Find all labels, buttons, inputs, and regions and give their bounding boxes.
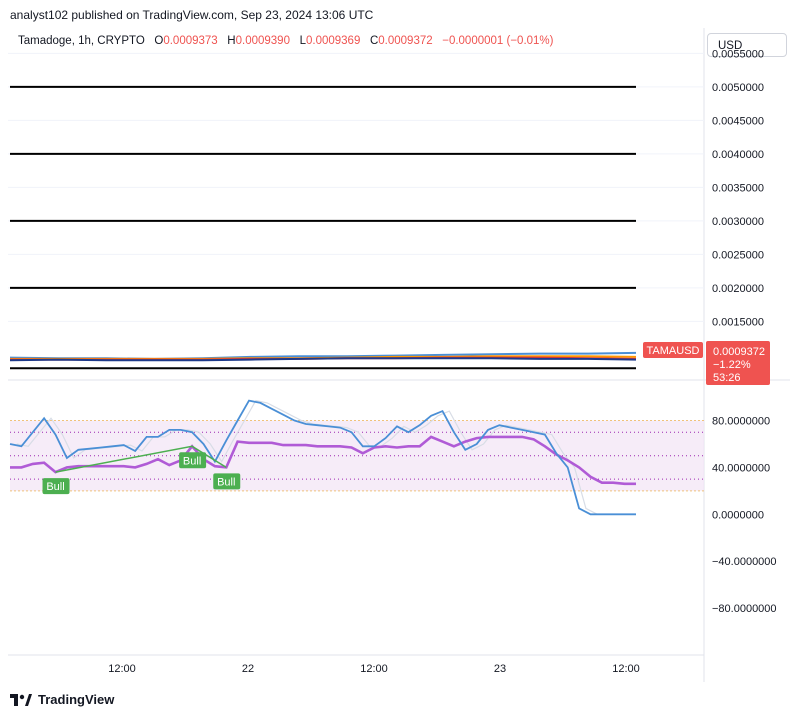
rsi-slow-line bbox=[10, 435, 636, 486]
symbol-name[interactable]: Tamadoge, 1h, CRYPTO bbox=[18, 35, 145, 47]
high-value: 0.0009390 bbox=[235, 35, 290, 47]
price-tick-label: 0.0045000 bbox=[712, 115, 764, 127]
close-value: 0.0009372 bbox=[378, 35, 433, 47]
price-axis-ticks: 0.0055000 0.0050000 0.0045000 0.0040000 0.00… bbox=[712, 48, 764, 328]
price-tag-price: 0.0009372 bbox=[713, 346, 765, 358]
open-label: O bbox=[154, 35, 164, 47]
tradingview-logo[interactable]: TradingView bbox=[10, 692, 114, 707]
rsi-tick-label: 40.0000000 bbox=[712, 462, 770, 474]
price-tick-label: 0.0025000 bbox=[712, 249, 764, 261]
open-value: 0.0009373 bbox=[163, 35, 218, 47]
currency-button[interactable]: USD bbox=[707, 33, 787, 57]
price-tag-symbol: TAMAUSD bbox=[647, 345, 700, 357]
publisher-line: analyst102 published on TradingView.com,… bbox=[10, 8, 374, 22]
low-value: 0.0009369 bbox=[305, 35, 361, 47]
time-tick-label: 12:00 bbox=[360, 663, 388, 675]
price-tick-label: 0.0035000 bbox=[712, 182, 764, 194]
price-tag: TAMAUSD 0.0009372 −1.22% 53:26 bbox=[643, 341, 770, 385]
time-tick-label: 12:00 bbox=[108, 663, 136, 675]
bull-annotations: Bull Bull Bull bbox=[42, 445, 241, 495]
rsi-tick-label: −40.0000000 bbox=[712, 556, 777, 568]
price-tick-label: 0.0050000 bbox=[712, 82, 764, 94]
low-label: L bbox=[299, 35, 306, 47]
price-tick-label: 0.0015000 bbox=[712, 316, 764, 328]
rsi-axis-ticks: 80.0000000 40.0000000 0.0000000 −40.0000000… bbox=[712, 416, 777, 616]
rsi-tick-label: −80.0000000 bbox=[712, 603, 777, 615]
time-axis-ticks: 12:00 22 12:00 23 12:00 bbox=[108, 663, 640, 675]
time-tick-label: 22 bbox=[242, 663, 254, 675]
price-tick-label: 0.0055000 bbox=[712, 48, 764, 60]
price-grid bbox=[8, 52, 704, 322]
rsi-tick-label: 0.0000000 bbox=[712, 509, 764, 521]
bull-tag-label: Bull bbox=[46, 481, 64, 493]
price-series-line bbox=[9, 357, 637, 362]
rsi-tick-label: 80.0000000 bbox=[712, 416, 770, 428]
rsi-series bbox=[9, 399, 636, 516]
price-tick-label: 0.0020000 bbox=[712, 283, 764, 295]
bull-tag bbox=[179, 452, 207, 469]
rsi-fast-line bbox=[9, 399, 636, 516]
time-tick-label: 12:00 bbox=[612, 663, 640, 675]
price-tag-change: −1.22% bbox=[713, 359, 751, 371]
change-value: −0.0000001 (−0.01%) bbox=[442, 35, 554, 47]
horizontal-levels bbox=[10, 85, 636, 370]
close-label: C bbox=[369, 35, 379, 47]
bull-tag-label: Bull bbox=[217, 476, 235, 488]
symbol-legend: Tamadoge, 1h, CRYPTO O0.0009373 H0.00093… bbox=[18, 35, 554, 47]
tradingview-icon bbox=[10, 693, 32, 706]
high-label: H bbox=[227, 35, 236, 47]
time-tick-label: 23 bbox=[494, 663, 506, 675]
bull-tag bbox=[42, 478, 70, 495]
footer-brand: TradingView bbox=[38, 692, 115, 707]
price-tick-label: 0.0030000 bbox=[712, 216, 764, 228]
bull-tag-label: Bull bbox=[183, 455, 201, 467]
price-tick-label: 0.0040000 bbox=[712, 149, 764, 161]
bull-tag bbox=[213, 473, 241, 490]
price-series bbox=[9, 351, 637, 362]
bull-divergence-line bbox=[55, 445, 227, 473]
price-tag-countdown: 53:26 bbox=[713, 372, 741, 384]
